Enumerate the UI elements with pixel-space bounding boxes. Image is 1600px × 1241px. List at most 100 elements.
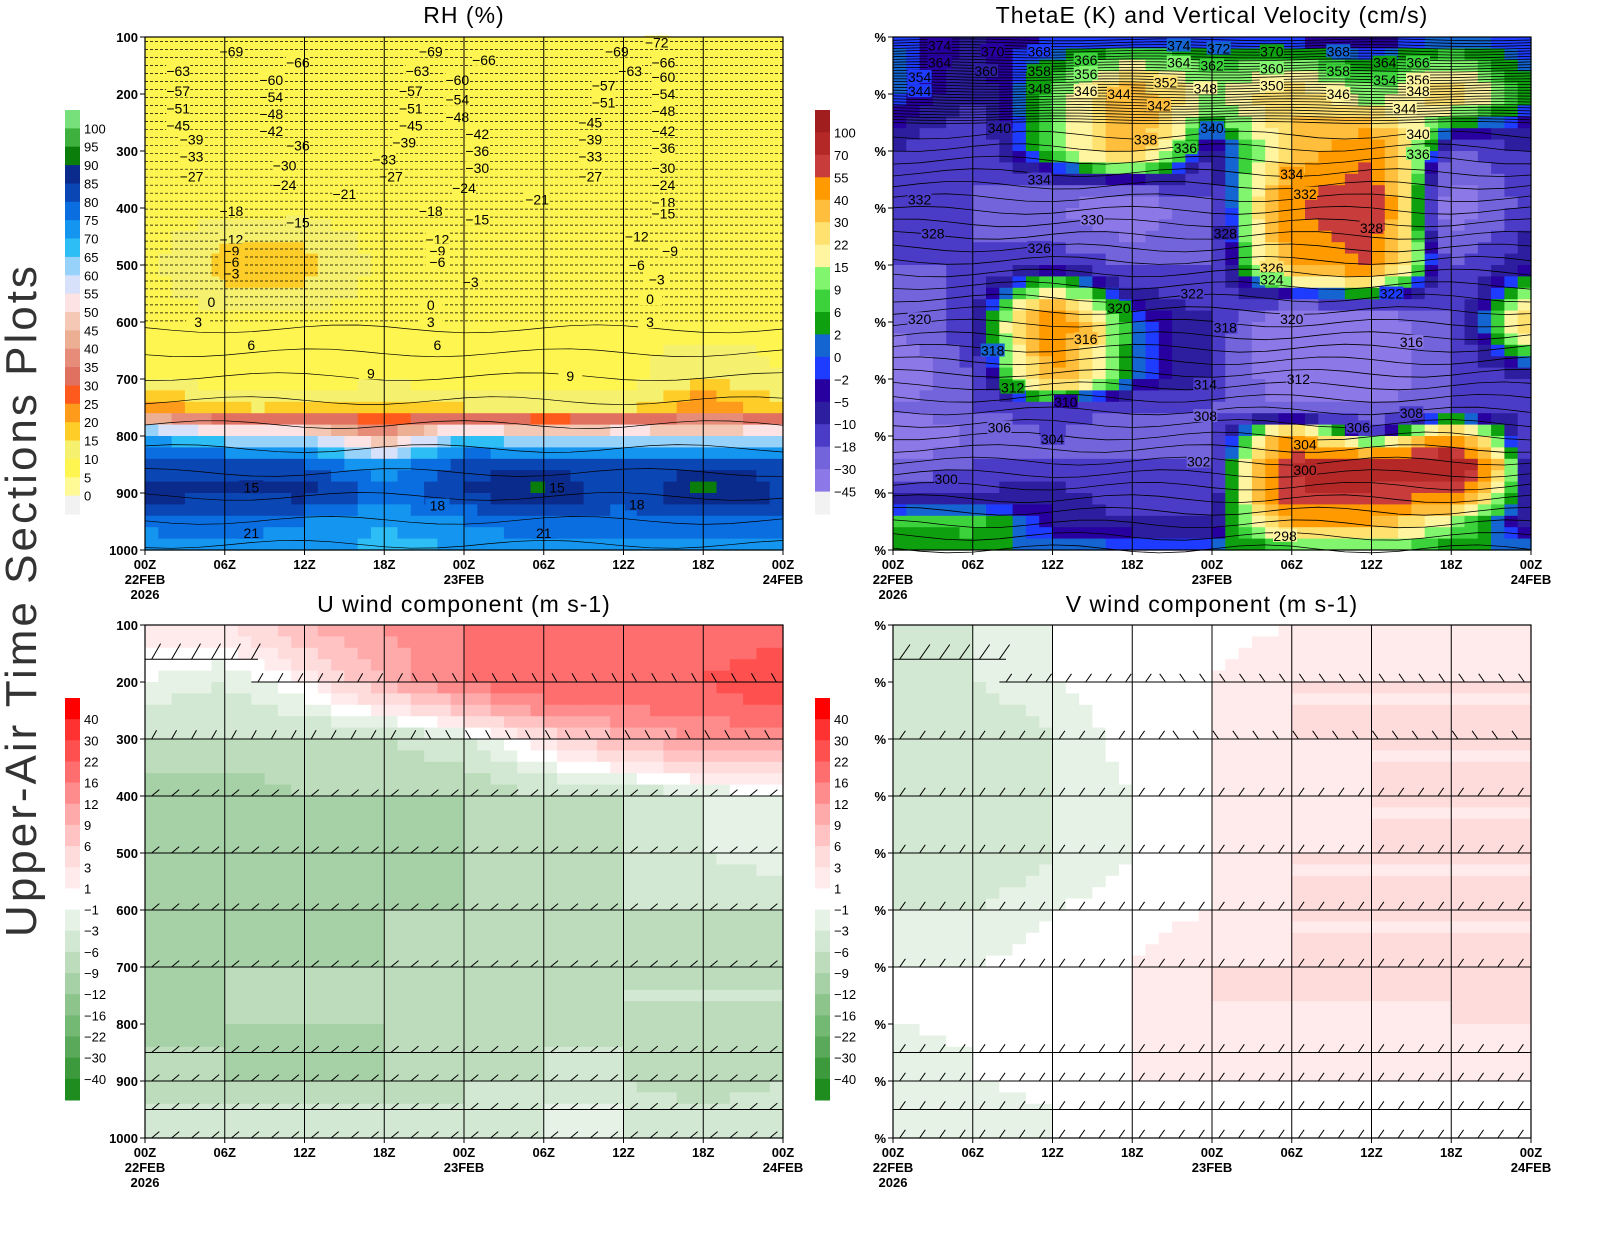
- heat-cell: [1013, 425, 1027, 437]
- heat-cell: [1212, 242, 1226, 254]
- y-tick-label: %: [874, 429, 886, 444]
- heat-cell: [265, 390, 279, 402]
- heat-cell: [531, 128, 545, 140]
- heat-cell: [477, 527, 491, 539]
- heat-cell: [371, 539, 385, 551]
- heat-cell: [437, 447, 451, 459]
- heat-cell: [344, 322, 358, 334]
- heat-cell: [960, 219, 974, 231]
- heat-cell: [1478, 299, 1492, 311]
- contour-label: 344: [1107, 86, 1131, 102]
- heat-cell: [504, 425, 518, 437]
- heat-cell: [1225, 345, 1239, 357]
- heat-cell: [185, 493, 199, 505]
- heat-cell: [703, 265, 717, 277]
- heat-cell: [278, 504, 292, 516]
- heat-cell: [624, 516, 638, 528]
- heat-cell: [1106, 151, 1120, 163]
- heat-cell: [531, 117, 545, 129]
- heat-cell: [570, 356, 584, 368]
- colorbar-label: 0: [834, 350, 841, 365]
- heat-cell: [158, 482, 172, 494]
- heat-cell: [920, 436, 934, 448]
- heat-cell: [946, 345, 960, 357]
- heat-cell: [265, 504, 279, 516]
- heat-cell: [624, 539, 638, 551]
- heat-cell: [198, 413, 212, 425]
- heat-cell: [920, 368, 934, 380]
- heat-cell: [1146, 482, 1160, 494]
- heat-cell: [251, 322, 265, 334]
- heat-cell: [1013, 265, 1027, 277]
- heat-cell: [344, 37, 358, 49]
- heat-cell: [1478, 390, 1492, 402]
- colorbar-label: −18: [834, 440, 856, 455]
- contour-label: 0: [208, 294, 216, 310]
- heat-cell: [584, 197, 598, 209]
- heat-cell: [1159, 390, 1173, 402]
- heat-cell: [756, 208, 770, 220]
- heat-cell: [344, 470, 358, 482]
- heat-cell: [305, 83, 319, 95]
- heat-cell: [1053, 242, 1067, 254]
- heat-cell: [1345, 276, 1359, 288]
- x-tick-label: 00Z: [1201, 557, 1223, 572]
- heat-cell: [770, 516, 784, 528]
- heat-cell: [1092, 379, 1106, 391]
- heat-cell: [1132, 219, 1146, 231]
- heat-cell: [1358, 402, 1372, 414]
- heat-cell: [1451, 482, 1465, 494]
- heat-cell: [893, 413, 907, 425]
- heat-cell: [1438, 71, 1452, 83]
- heat-cell: [743, 356, 757, 368]
- heat-cell: [278, 37, 292, 49]
- heat-cell: [1106, 48, 1120, 60]
- heat-cell: [960, 299, 974, 311]
- heat-cell: [570, 322, 584, 334]
- colorbar-label: 22: [834, 238, 848, 253]
- heat-cell: [437, 402, 451, 414]
- heat-cell: [960, 470, 974, 482]
- contour-label: −36: [286, 137, 310, 153]
- heat-cell: [650, 425, 664, 437]
- heat-cell: [251, 447, 265, 459]
- x-date-label: 24FEB: [763, 572, 803, 587]
- heat-cell: [172, 208, 186, 220]
- heat-cell: [1504, 128, 1518, 140]
- heat-cell: [517, 333, 531, 345]
- heat-cell: [557, 276, 571, 288]
- heat-cell: [384, 390, 398, 402]
- heat-cell: [756, 265, 770, 277]
- heat-cell: [278, 390, 292, 402]
- heat-cell: [770, 174, 784, 186]
- heat-cell: [1358, 151, 1372, 163]
- heat-cell: [906, 402, 920, 414]
- heat-cell: [265, 242, 279, 254]
- heat-cell: [384, 482, 398, 494]
- heat-cell: [251, 242, 265, 254]
- heat-cell: [1225, 265, 1239, 277]
- heat-cell: [1425, 470, 1439, 482]
- heat-cell: [1199, 527, 1213, 539]
- heat-cell: [770, 425, 784, 437]
- heat-cell: [1212, 140, 1226, 152]
- heat-cell: [584, 516, 598, 528]
- heat-cell: [946, 117, 960, 129]
- heat-cell: [637, 470, 651, 482]
- heat-cell: [690, 425, 704, 437]
- heat-cell: [344, 174, 358, 186]
- heat-cell: [1225, 60, 1239, 72]
- heat-cell: [717, 208, 731, 220]
- heat-cell: [756, 322, 770, 334]
- heat-cell: [1465, 197, 1479, 209]
- heat-cell: [424, 379, 438, 391]
- heat-cell: [770, 276, 784, 288]
- heat-cell: [318, 368, 332, 380]
- heat-cell: [398, 208, 412, 220]
- heat-cell: [1465, 48, 1479, 60]
- heat-cell: [584, 504, 598, 516]
- heat-cell: [1398, 527, 1412, 539]
- heat-cell: [1358, 276, 1372, 288]
- heat-cell: [251, 311, 265, 323]
- heat-cell: [1239, 345, 1253, 357]
